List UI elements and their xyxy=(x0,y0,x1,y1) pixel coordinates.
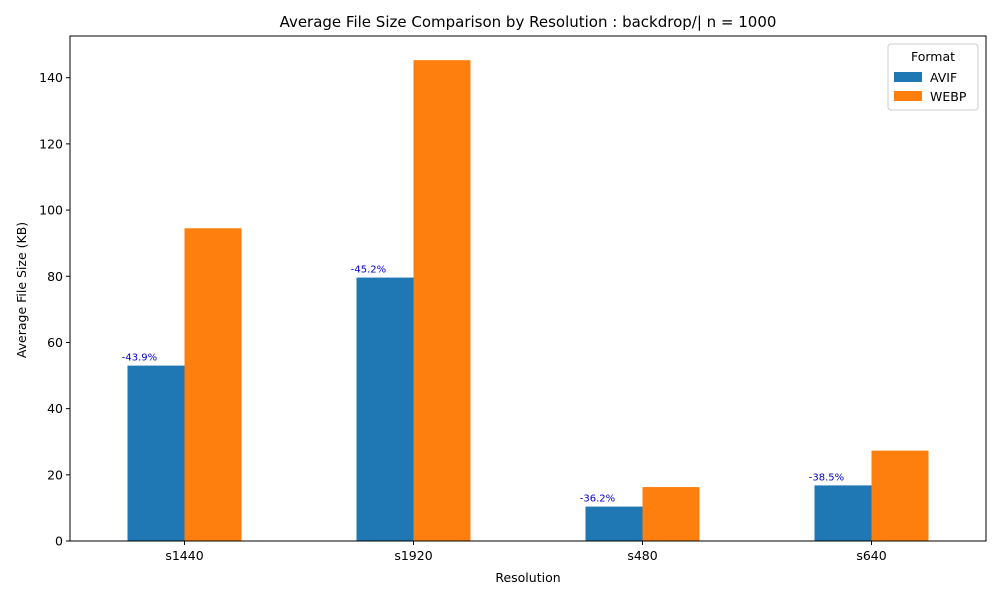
x-tick-label: s480 xyxy=(627,548,657,563)
bar-webp-s1440 xyxy=(184,228,242,542)
chart-title: Average File Size Comparison by Resoluti… xyxy=(280,13,777,31)
annotation-label: -38.5% xyxy=(809,472,844,483)
legend-swatch-avif xyxy=(894,72,922,82)
x-tick-label: s1440 xyxy=(165,548,203,563)
legend-label-avif: AVIF xyxy=(930,70,957,85)
y-tick-label: 100 xyxy=(39,203,63,218)
bar-webp-s640 xyxy=(871,450,929,541)
bar-avif-s1440 xyxy=(127,365,185,541)
y-tick-label: 40 xyxy=(47,401,63,416)
axes-frame xyxy=(69,35,987,542)
annotation-label: -36.2% xyxy=(580,494,615,505)
bar-avif-s1920 xyxy=(356,277,414,541)
y-tick-label: 140 xyxy=(39,70,63,85)
bar-avif-s480 xyxy=(585,506,643,541)
bar-avif-s640 xyxy=(814,485,872,541)
bar-webp-s480 xyxy=(642,487,700,541)
x-tick-label: s1920 xyxy=(394,548,432,563)
x-axis-label: Resolution xyxy=(495,570,560,585)
annotation-label: -43.9% xyxy=(122,353,157,364)
plot-area: -43.9% -45.2% -36.2% -38.5% 0 20 40 60 80 100 120 1… xyxy=(39,35,987,563)
x-tick-label: s640 xyxy=(856,548,886,563)
y-tick-label: 60 xyxy=(47,335,63,350)
annotation-label: -45.2% xyxy=(351,265,386,276)
legend-title: Format xyxy=(911,49,955,64)
y-axis-label: Average File Size (KB) xyxy=(14,222,29,358)
legend-label-webp: WEBP xyxy=(930,89,967,104)
y-tick-label: 20 xyxy=(47,467,63,482)
y-tick-label: 0 xyxy=(55,534,63,549)
bar-webp-s1920 xyxy=(413,60,471,541)
legend: Format AVIF WEBP xyxy=(887,43,979,111)
y-tick-label: 120 xyxy=(39,136,63,151)
legend-swatch-webp xyxy=(894,91,922,101)
y-tick-label: 80 xyxy=(47,269,63,284)
